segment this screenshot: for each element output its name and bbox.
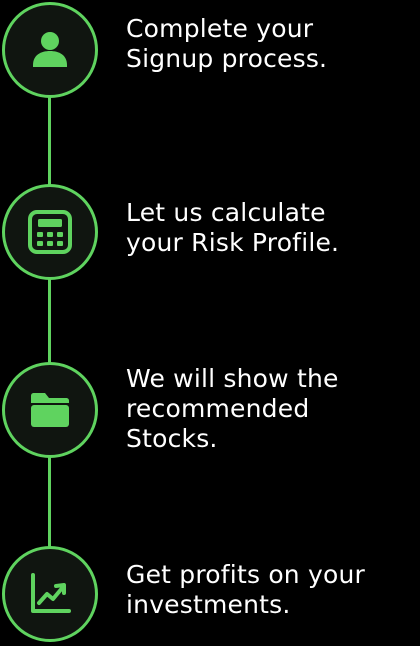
step-1-text: Complete your Signup process. — [126, 14, 328, 73]
user-icon — [22, 22, 78, 78]
folder-icon — [22, 382, 78, 438]
step-2-circle — [2, 184, 98, 280]
step-3-circle — [2, 362, 98, 458]
step-3-text: We will show the recommended Stocks. — [126, 364, 339, 453]
step-1-circle — [2, 2, 98, 98]
calculator-icon — [22, 204, 78, 260]
step-4-circle — [2, 546, 98, 642]
timeline-connector — [48, 96, 51, 556]
trending-up-chart-icon — [22, 566, 78, 622]
step-2-text: Let us calculate your Risk Profile. — [126, 198, 340, 257]
step-4-text: Get profits on your investments. — [126, 560, 366, 619]
